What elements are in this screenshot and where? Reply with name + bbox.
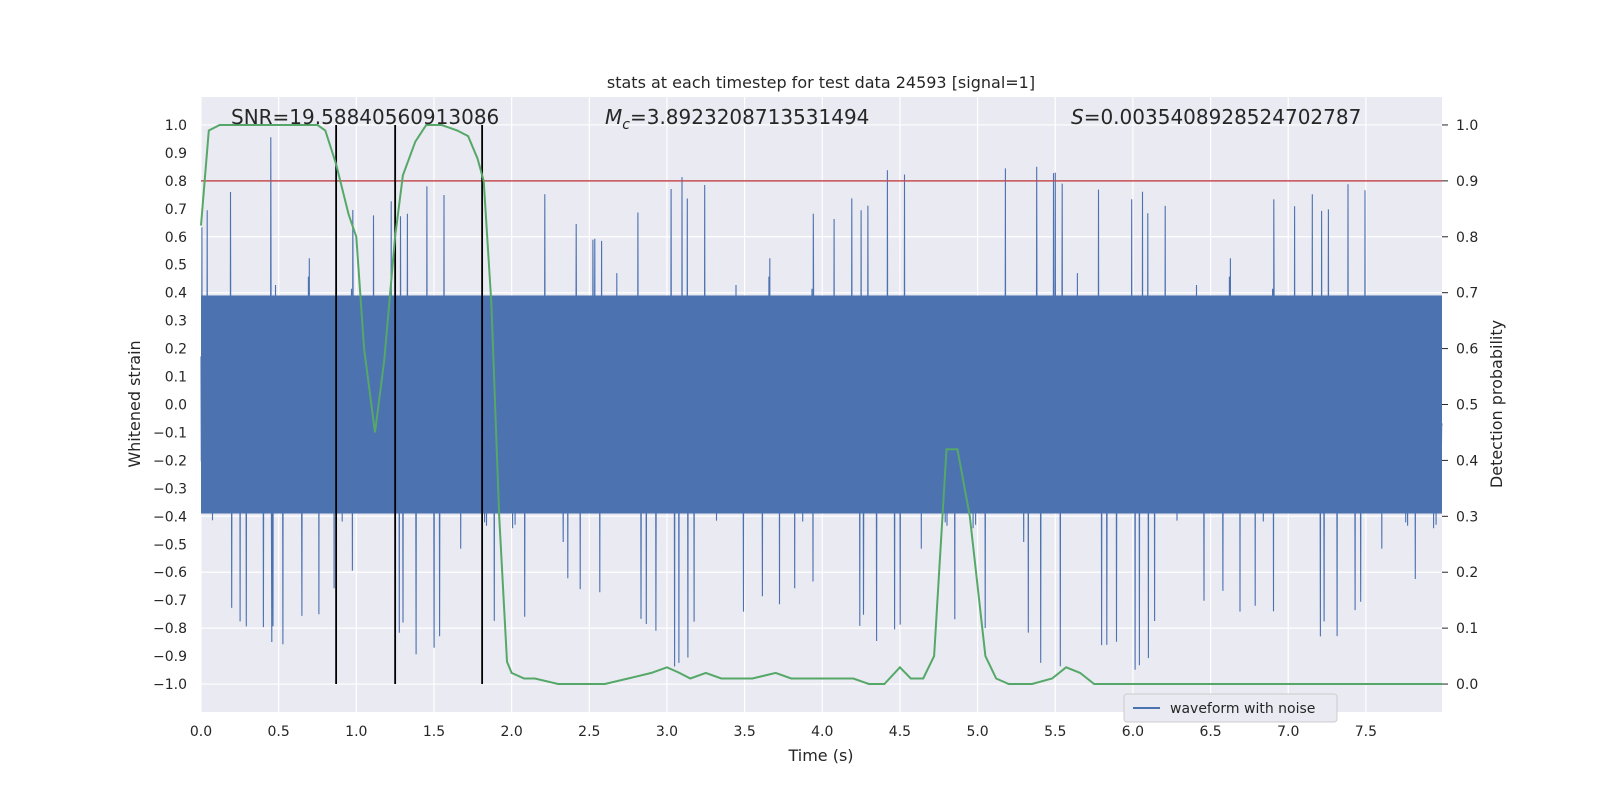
legend-label: waveform with noise [1170,701,1315,717]
right-tick-label: 0.7 [1456,286,1478,302]
right-axis-ticks: 1.0 0.9 0.8 0.7 0.6 0.5 0.4 0.3 0.2 0.1 0.0 [1442,118,1478,693]
x-tick-label: 7.0 [1277,724,1299,740]
legend: waveform with noise [1123,693,1338,723]
probability-line [200,124,1442,685]
left-tick-label: 0.5 [165,258,187,274]
chart-title: stats at each timestep for test data 245… [607,73,1035,92]
snr-annotation: SNR=19.58840560913086 [231,105,499,129]
legend-box [1123,693,1338,723]
left-axis-label: Whitened strain [125,340,144,467]
left-tick-label: −1.0 [153,677,187,693]
x-tick-label: 4.0 [811,724,833,740]
left-tick-label: 0.4 [165,286,187,302]
right-tick-label: 0.6 [1456,342,1478,358]
left-tick-label: −0.5 [153,537,187,553]
left-tick-label: −0.6 [153,565,187,581]
x-tick-label: 2.5 [578,724,600,740]
right-tick-label: 0.8 [1456,230,1478,246]
right-tick-label: 0.0 [1456,677,1478,693]
right-tick-label: 0.1 [1456,621,1478,637]
s-symbol: S [1071,105,1084,129]
right-tick-label: 0.9 [1456,174,1478,190]
s-annotation: S=0.0035408928524702787 [1071,105,1361,129]
right-tick-label: 0.4 [1456,453,1478,469]
right-tick-label: 1.0 [1456,118,1478,134]
x-tick-label: 5.5 [1044,724,1066,740]
left-tick-label: 1.0 [165,118,187,134]
left-tick-label: −0.7 [153,593,187,609]
waveform-core [201,295,1442,514]
x-axis-ticks: 0.0 0.5 1.0 1.5 2.0 2.5 3.0 3.5 4.0 4.5 5.0 5.5 6.0 6… [190,724,1377,740]
s-value: =0.0035408928524702787 [1084,105,1362,129]
right-tick-label: 0.5 [1456,398,1478,414]
x-tick-label: 1.5 [423,724,445,740]
chirp-mass-value: =3.8923208713531494 [630,105,869,129]
left-tick-label: −0.1 [153,425,187,441]
marker-lines [335,124,484,685]
left-tick-label: −0.2 [153,453,187,469]
left-tick-label: 0.6 [165,230,187,246]
left-tick-label: 0.9 [165,146,187,162]
left-tick-label: 0.2 [165,342,187,358]
right-axis-label: Detection probability [1487,320,1506,488]
left-tick-label: −0.8 [153,621,187,637]
probability-series [200,124,1442,685]
right-tick-label: 0.3 [1456,509,1478,525]
x-axis-label: Time (s) [787,746,853,765]
x-tick-label: 7.5 [1355,724,1377,740]
left-tick-label: 0.0 [165,398,187,414]
x-tick-label: 3.0 [656,724,678,740]
x-tick-label: 1.0 [345,724,367,740]
left-tick-label: 0.7 [165,202,187,218]
left-axis-ticks: 1.0 0.9 0.8 0.7 0.6 0.5 0.4 0.3 0.2 0.1 0.0 −0.1 −0.… [153,118,187,693]
x-tick-label: 6.5 [1199,724,1221,740]
x-tick-label: 2.0 [501,724,523,740]
left-tick-label: 0.1 [165,370,187,386]
x-tick-label: 0.5 [268,724,290,740]
right-tick-label: 0.2 [1456,565,1478,581]
chirp-mass-annotation: Mc=3.8923208713531494 [605,105,869,133]
left-tick-label: −0.3 [153,481,187,497]
left-tick-label: −0.9 [153,649,187,665]
x-tick-label: 3.5 [733,724,755,740]
x-tick-label: 0.0 [190,724,212,740]
chirp-mass-symbol: M [605,105,622,129]
left-tick-label: −0.4 [153,509,187,525]
x-tick-label: 4.5 [889,724,911,740]
chirp-mass-subscript: c [622,117,630,133]
x-tick-label: 6.0 [1122,724,1144,740]
waveform-series [200,137,1443,670]
x-tick-label: 5.0 [966,724,988,740]
left-tick-label: 0.3 [165,314,187,330]
left-tick-label: 0.8 [165,174,187,190]
